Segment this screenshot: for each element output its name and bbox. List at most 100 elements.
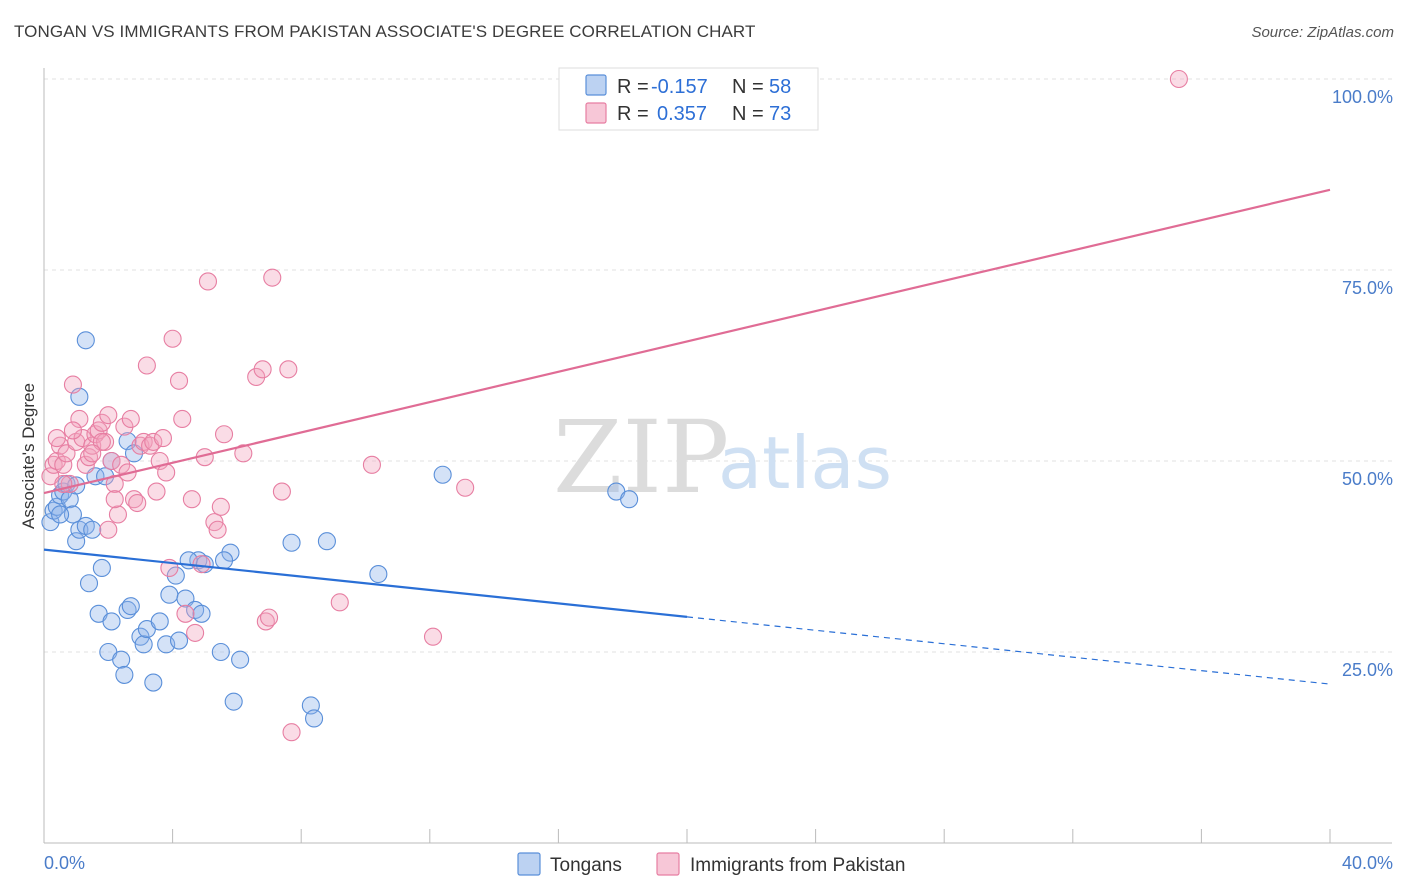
correlation-legend: R = -0.157 N = 58 R = 0.357 N = 73 — [558, 67, 819, 131]
pakistan-point — [272, 482, 291, 501]
tongan-point — [67, 532, 86, 551]
pakistan-point — [456, 478, 475, 497]
legend-n-value-0: 58 — [769, 76, 791, 98]
tongan-point — [121, 597, 140, 616]
tongan-point — [369, 565, 388, 584]
legend-swatch-pakistan — [585, 102, 607, 124]
tongan-point — [305, 709, 324, 728]
y-tick-label: 100.0% — [1332, 87, 1393, 107]
x-tick-label-min: 0.0% — [44, 853, 85, 873]
tongan-point — [150, 612, 169, 631]
pakistan-point — [99, 406, 118, 425]
pakistan-point — [1169, 69, 1188, 89]
tongan-point — [63, 505, 82, 524]
x-tick-label-max: 40.0% — [1342, 853, 1393, 873]
pakistan-point — [63, 421, 82, 440]
pakistan-point — [423, 627, 443, 646]
tongan-point — [83, 520, 102, 539]
grid-lines — [44, 78, 1392, 653]
tongan-point — [76, 331, 95, 350]
pakistan-point — [99, 520, 118, 539]
pakistan-point — [169, 371, 189, 390]
tongan-point — [192, 604, 211, 623]
pakistan-point — [182, 490, 201, 509]
pakistan-point — [211, 497, 230, 516]
legend-swatch-tongans — [585, 74, 607, 96]
legend-n-label-0: N = — [732, 76, 764, 98]
pakistan-point — [163, 329, 182, 348]
pakistan-point — [253, 360, 272, 379]
y-tick-label: 25.0% — [1342, 660, 1393, 680]
pakistan-point — [279, 360, 298, 379]
y-tick-label: 50.0% — [1342, 469, 1393, 489]
pakistan-point — [47, 429, 66, 448]
tongan-point — [211, 642, 230, 662]
source-label: Source: ZipAtlas.com — [1251, 24, 1394, 41]
legend-label-pakistan: Immigrants from Pakistan — [690, 855, 905, 876]
pakistan-point — [176, 604, 195, 623]
tongan-point — [224, 692, 243, 711]
pakistan-point — [192, 555, 211, 574]
y-axis-label: Associate's Degree — [19, 383, 38, 529]
pakistan-point — [70, 409, 89, 429]
watermark-zip: ZIP — [553, 399, 729, 516]
tongan-point — [79, 574, 99, 593]
tongan-point — [221, 543, 240, 562]
tongan-point — [433, 465, 452, 484]
tongan-point — [41, 513, 60, 532]
pakistan-point — [112, 455, 131, 474]
tongan-point — [134, 635, 153, 654]
legend-r-value-1: 0.357 — [657, 103, 707, 125]
pakistan-point — [121, 409, 140, 429]
pakistan-point — [282, 723, 301, 742]
pakistan-point — [54, 455, 73, 474]
tongan-point — [92, 558, 111, 578]
pakistan-point — [128, 493, 147, 513]
legend-r-label-0: R = — [617, 76, 649, 98]
pakistan-point — [108, 505, 127, 524]
tongan-point — [214, 551, 234, 570]
data-points — [41, 69, 1188, 742]
pakistan-point — [105, 490, 124, 509]
tongan-trend-extension — [686, 616, 1331, 685]
tongan-point — [102, 612, 121, 631]
series-legend: Tongans Immigrants from Pakistan — [517, 852, 905, 876]
legend-swatch-pakistan-bottom — [656, 852, 680, 876]
pakistan-point — [173, 409, 192, 429]
pakistan-point — [234, 444, 253, 463]
tongan-point — [620, 490, 639, 509]
tongan-point — [144, 673, 163, 692]
legend-n-label-1: N = — [732, 103, 764, 125]
pakistan-point — [263, 268, 282, 287]
tongan-point — [112, 650, 131, 669]
tongan-point — [282, 533, 301, 552]
tongan-point — [169, 631, 189, 650]
tongan-point — [115, 665, 134, 684]
legend-r-label-1: R = — [617, 103, 649, 125]
tongan-point — [51, 505, 70, 524]
pakistan-point — [102, 451, 121, 471]
pakistan-point — [198, 272, 218, 291]
pakistan-point — [115, 417, 134, 436]
legend-n-value-1: 73 — [769, 103, 791, 125]
tongan-trend-line — [43, 548, 688, 618]
pakistan-point — [208, 520, 227, 539]
tongan-point — [231, 650, 250, 669]
axes — [43, 68, 1392, 844]
pakistan-point — [259, 608, 279, 627]
legend-swatch-tongans-bottom — [517, 852, 541, 876]
pakistan-point — [83, 444, 102, 463]
pakistan-point — [186, 623, 205, 642]
tongan-point — [317, 532, 336, 551]
pakistan-point — [330, 593, 349, 612]
pakistan-point — [362, 455, 381, 474]
legend-r-value-0: -0.157 — [651, 76, 708, 98]
chart-title: TONGAN VS IMMIGRANTS FROM PAKISTAN ASSOC… — [14, 22, 756, 41]
pakistan-trend-line — [43, 188, 1331, 495]
trend-lines — [43, 188, 1331, 685]
pakistan-point — [137, 356, 156, 375]
pakistan-point — [147, 482, 166, 501]
tick-labels: 25.0% 50.0% 75.0% 100.0% 0.0% 40.0% — [44, 87, 1393, 873]
pakistan-point — [92, 413, 111, 432]
y-tick-label: 75.0% — [1342, 278, 1393, 298]
